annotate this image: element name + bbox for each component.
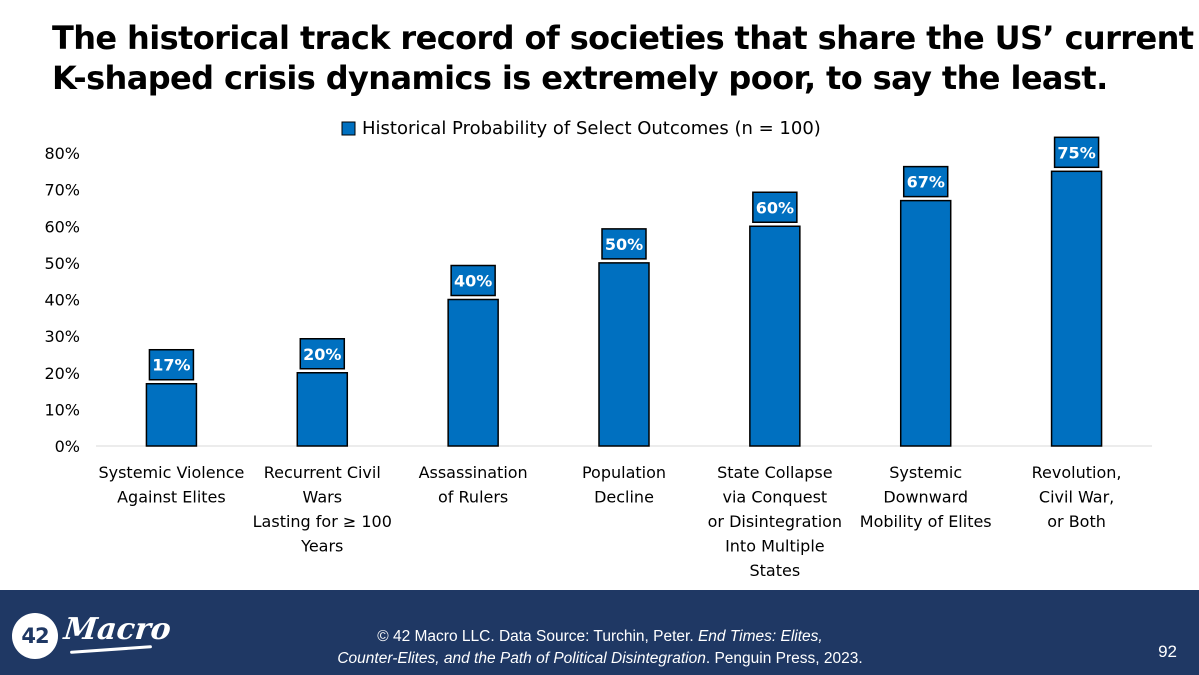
data-label-box	[450, 264, 496, 297]
y-tick-label: 20%	[44, 364, 80, 383]
data-label-box	[752, 191, 798, 223]
y-tick-label: 40%	[44, 291, 80, 310]
data-label-box	[1053, 136, 1100, 169]
bar	[145, 382, 198, 447]
data-label: 40%	[454, 272, 492, 291]
bar	[447, 298, 499, 447]
bar	[899, 199, 952, 447]
x-axis-labels: Systemic Violence Against ElitesRecurrent…	[98, 463, 1121, 580]
x-category-label: Recurrent Civil Wars Lasting for ≥ 100 Year…	[253, 463, 392, 556]
y-tick-label: 70%	[44, 181, 80, 200]
legend-swatch	[341, 121, 356, 136]
x-category-label: Population Decline	[582, 463, 666, 507]
bar	[749, 225, 801, 447]
chart-legend: Historical Probability of Select Outcome…	[341, 118, 821, 139]
data-label: 20%	[303, 345, 341, 364]
source-suffix: . Penguin Press, 2023.	[705, 650, 863, 667]
source-book-title-part1: End Times: Elites,	[697, 628, 823, 645]
y-tick-label: 60%	[44, 217, 80, 236]
bar	[598, 262, 650, 447]
source-citation: © 42 Macro LLC. Data Source: Turchin, Pe…	[250, 626, 950, 670]
data-label: 17%	[152, 356, 190, 375]
y-tick-label: 0%	[55, 437, 80, 456]
y-tick-label: 50%	[44, 254, 80, 273]
source-prefix: © 42 Macro LLC. Data Source: Turchin, Pe…	[377, 628, 698, 645]
y-tick-label: 30%	[44, 327, 80, 346]
page-number: 92	[1158, 642, 1177, 661]
data-label-box	[902, 165, 949, 198]
x-category-label: Revolution, Civil War, or Both	[1032, 463, 1122, 531]
logo-42: 42	[12, 613, 58, 659]
data-label-box	[601, 228, 647, 260]
data-label: 50%	[605, 235, 643, 254]
y-tick-label: 80%	[44, 144, 80, 163]
y-axis: 0% 10% 20% 30% 40% 50% 60% 70% 80%	[44, 144, 80, 456]
data-label: 75%	[1057, 143, 1095, 162]
x-category-label: State Collapse via Conquest or Disintegrat…	[708, 463, 842, 580]
x-category-label: Systemic Downward Mobility of Elites	[860, 463, 992, 531]
data-label-box	[299, 338, 346, 370]
data-label-box	[148, 348, 195, 381]
y-tick-label: 10%	[44, 400, 80, 419]
bar-chart: Historical Probability of Select Outcome…	[44, 118, 1152, 580]
data-label: 60%	[756, 198, 794, 217]
footer-bar: 42 Macro © 42 Macro LLC. Data Source: Tu…	[0, 590, 1199, 675]
data-label: 67%	[907, 173, 945, 192]
x-category-label: Systemic Violence Against Elites	[98, 463, 244, 507]
source-line-2: Counter-Elites, and the Path of Politica…	[250, 648, 950, 670]
legend-label: Historical Probability of Select Outcome…	[362, 118, 821, 139]
title-line-1: The historical track record of societies…	[52, 19, 1194, 57]
logo-macro-wordmark: Macro	[62, 612, 173, 647]
bar	[296, 372, 349, 447]
bar	[1050, 170, 1103, 447]
x-category-label: Assassination of Rulers	[419, 463, 528, 507]
bars: 17% 20% 40% 50% 60% 67% 75%	[145, 136, 1103, 447]
source-line-1: © 42 Macro LLC. Data Source: Turchin, Pe…	[250, 626, 950, 648]
slide-title: The historical track record of societies…	[52, 18, 1194, 98]
source-book-title-part2: Counter-Elites, and the Path of Politica…	[337, 650, 706, 667]
title-line-2: K-shaped crisis dynamics is extremely po…	[52, 59, 1108, 97]
